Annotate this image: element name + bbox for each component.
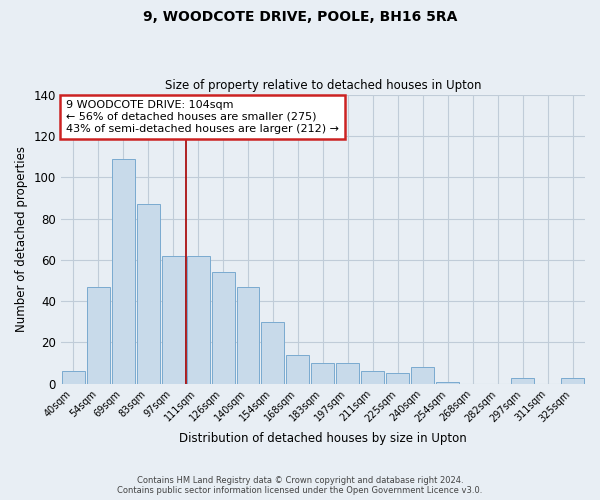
Y-axis label: Number of detached properties: Number of detached properties [15,146,28,332]
Title: Size of property relative to detached houses in Upton: Size of property relative to detached ho… [164,79,481,92]
Bar [411,368,434,384]
Bar [161,256,185,384]
Bar [212,272,235,384]
Text: 9 WOODCOTE DRIVE: 104sqm
← 56% of detached houses are smaller (275)
43% of semi-: 9 WOODCOTE DRIVE: 104sqm ← 56% of detach… [66,100,339,134]
Bar [561,378,584,384]
Bar [137,204,160,384]
X-axis label: Distribution of detached houses by size in Upton: Distribution of detached houses by size … [179,432,467,445]
Bar [386,374,409,384]
Text: 9, WOODCOTE DRIVE, POOLE, BH16 5RA: 9, WOODCOTE DRIVE, POOLE, BH16 5RA [143,10,457,24]
Text: Contains HM Land Registry data © Crown copyright and database right 2024.
Contai: Contains HM Land Registry data © Crown c… [118,476,482,495]
Bar [511,378,534,384]
Bar [337,363,359,384]
Bar [112,158,134,384]
Bar [436,382,459,384]
Bar [361,372,385,384]
Bar [187,256,209,384]
Bar [236,286,259,384]
Bar [311,363,334,384]
Bar [286,355,310,384]
Bar [62,372,85,384]
Bar [87,286,110,384]
Bar [262,322,284,384]
